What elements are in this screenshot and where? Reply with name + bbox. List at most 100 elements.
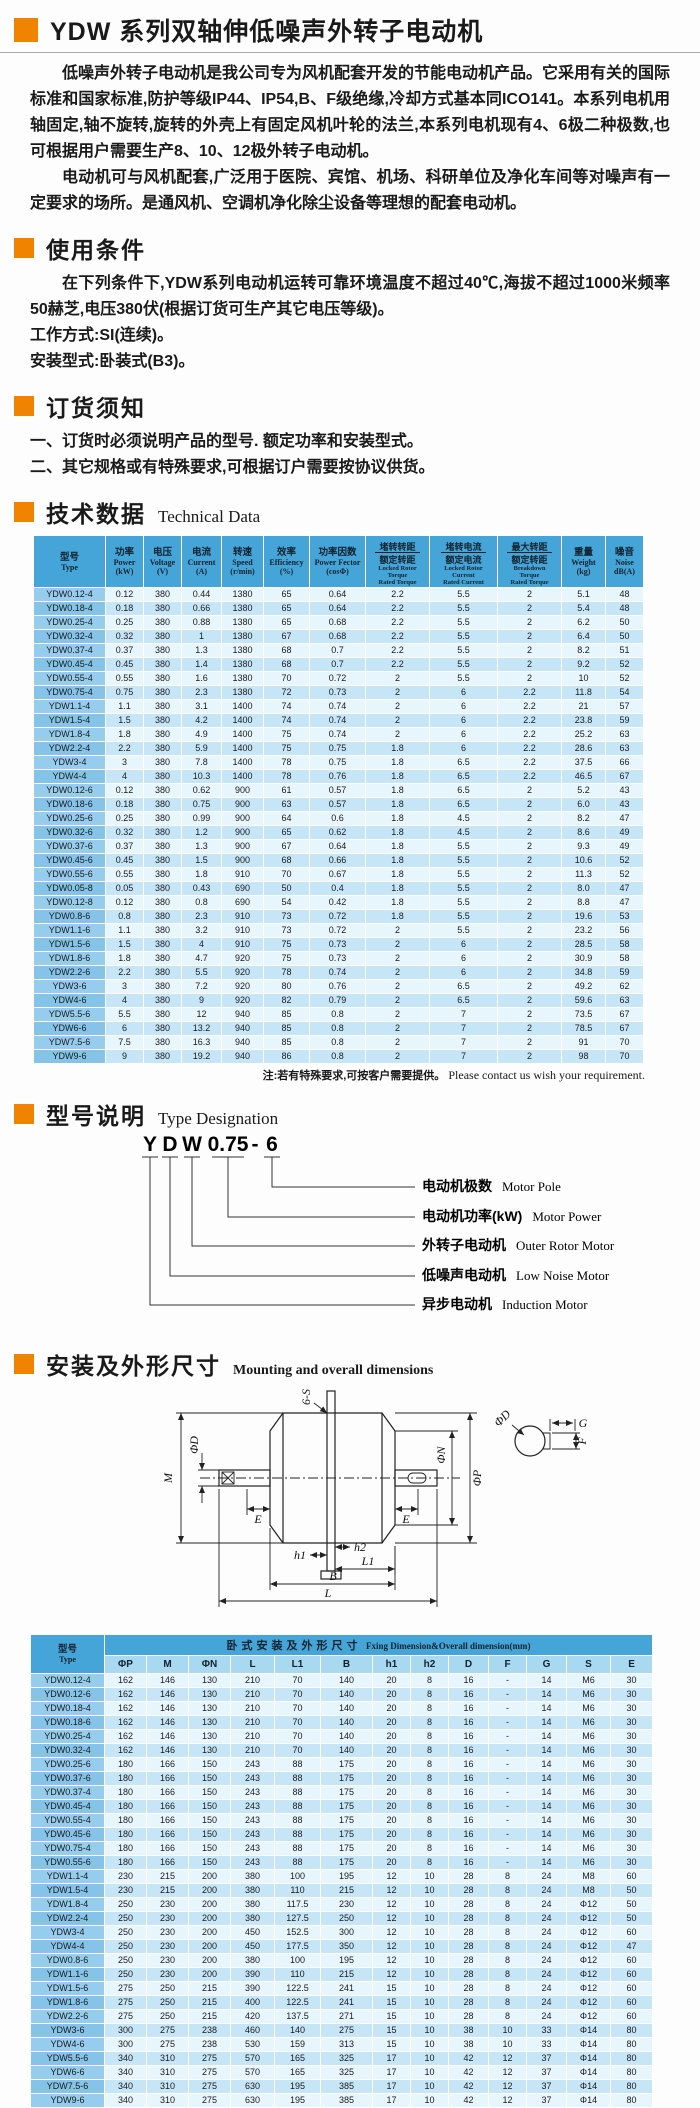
dim-label-phi-n: ΦN: [434, 1445, 448, 1463]
model-cell: YDW5.5-6: [33, 1007, 106, 1022]
value-cell: Φ12: [566, 1953, 611, 1968]
value-cell: M6: [566, 1757, 611, 1772]
value-cell: 137.5: [274, 2009, 321, 2024]
table-row: YDW1.5-6 275 250 215 390 122.5 241 15 10 28 8 24 Φ12…: [30, 1981, 654, 1996]
value-cell: 80: [609, 2037, 654, 2052]
value-cell: 20: [372, 1757, 411, 1772]
value-cell: 38: [448, 2023, 489, 2038]
dim-label-detail-phi-d: ΦD: [491, 1407, 514, 1430]
value-cell: 28: [448, 1897, 489, 1912]
section-title-zh: 安装及外形尺寸: [46, 1353, 221, 1379]
value-cell: 195: [274, 2093, 321, 2108]
value-cell: 63: [605, 741, 644, 756]
value-cell: 0.12: [105, 587, 144, 602]
col-weight: 重量 Weight (kg): [561, 535, 606, 588]
value-cell: 380: [143, 783, 182, 798]
model-cell: YDW0.05-8: [33, 881, 106, 896]
value-cell: 63: [605, 727, 644, 742]
value-cell: 4: [105, 993, 144, 1008]
value-cell: 380: [143, 923, 182, 938]
value-cell: 70: [274, 1729, 321, 1744]
value-cell: 34.8: [561, 965, 606, 980]
value-cell: 1400: [221, 713, 264, 728]
value-cell: 275: [104, 1981, 147, 1996]
value-cell: 10: [410, 1939, 449, 1954]
dim-label-6s: 6-S: [299, 1389, 313, 1405]
model-cell: YDW0.45-6: [33, 853, 106, 868]
value-cell: 380: [143, 657, 182, 672]
value-cell: 70: [274, 1701, 321, 1716]
lrt-en-1: Locked Rotor: [378, 565, 417, 572]
value-cell: -: [488, 1715, 527, 1730]
value-cell: 10: [410, 2079, 449, 2094]
value-cell: 48: [605, 587, 644, 602]
value-cell: 30: [609, 1757, 654, 1772]
value-cell: 1400: [221, 741, 264, 756]
value-cell: 33: [526, 2023, 567, 2038]
table-row: YDW2.2-6 275 250 215 420 137.5 271 15 10 28 8 24 Φ12…: [30, 2009, 654, 2024]
mounting-dimensions-table: 型号 Type 卧式安装及外形尺寸 Fxing Dimension&Overal…: [30, 1634, 654, 2108]
value-cell: 5.5: [105, 1007, 144, 1022]
model-cell: YDW1.5-6: [30, 1981, 105, 1996]
value-cell: 80: [609, 2023, 654, 2038]
value-cell: 140: [320, 1687, 373, 1702]
value-cell: 2: [365, 951, 430, 966]
value-cell: 43: [605, 797, 644, 812]
table-row: YDW1.5-6 1.5 380 4 910 75 0.73 2 6 2 28.5 58: [33, 937, 644, 952]
value-cell: 10: [410, 2009, 449, 2024]
value-cell: 28: [448, 1953, 489, 1968]
value-cell: 12: [372, 1883, 411, 1898]
value-cell: 1380: [221, 643, 264, 658]
value-cell: 275: [188, 2079, 231, 2094]
mounting-table-title-zh: 卧式安装及外形尺寸: [226, 1640, 362, 1652]
table-row: YDW4-4 250 230 200 450 177.5 350 12 10 28 8 24 Φ12 47: [30, 1939, 654, 1954]
section-ordering-notes-header: 订货须知: [14, 389, 700, 423]
table-row: YDW0.12-8 0.12 380 0.8 690 54 0.42 1.8 5.5 2 8.8 47: [33, 895, 644, 910]
value-cell: Φ12: [566, 1925, 611, 1940]
value-cell: 180: [104, 1841, 147, 1856]
value-cell: 140: [320, 1701, 373, 1716]
dim-col-header: B: [320, 1655, 373, 1674]
value-cell: 85: [263, 1021, 310, 1036]
value-cell: 16: [448, 1785, 489, 1800]
value-cell: 54: [605, 685, 644, 700]
value-cell: 2.2: [365, 643, 430, 658]
dim-label-g: G: [579, 1416, 588, 1430]
value-cell: 380: [143, 853, 182, 868]
value-cell: 8: [410, 1687, 449, 1702]
value-cell: 380: [143, 755, 182, 770]
value-cell: 1.8: [105, 951, 144, 966]
value-cell: 28: [448, 1967, 489, 1982]
value-cell: 74: [263, 699, 310, 714]
table-row: YDW0.25-6 180 166 150 243 88 175 20 8 16-14 M6 30: [30, 1757, 654, 1772]
model-cell: YDW0.37-6: [30, 1771, 105, 1786]
value-cell: 67: [263, 839, 310, 854]
table-row: YDW0.37-6 180 166 150 243 88 175 20 8 16-14 M6 30: [30, 1771, 654, 1786]
value-cell: 70: [605, 1049, 644, 1064]
value-cell: 70: [274, 1673, 321, 1688]
value-cell: 630: [230, 2079, 275, 2094]
value-cell: 8: [410, 1771, 449, 1786]
value-cell: 380: [143, 811, 182, 826]
value-cell: 230: [104, 1883, 147, 1898]
value-cell: 920: [221, 965, 264, 980]
value-cell: 1.1: [105, 923, 144, 938]
table-note: 注:若有特殊要求,可按客户需要提供。 Please contact us wis…: [0, 1067, 645, 1083]
value-cell: 210: [230, 1715, 275, 1730]
col-noise-en: Noise: [615, 558, 634, 567]
value-cell: 8: [410, 1841, 449, 1856]
value-cell: 146: [146, 1729, 189, 1744]
value-cell: 10: [410, 1911, 449, 1926]
bdt-denominator: 额定转距: [511, 555, 548, 565]
value-cell: 900: [221, 783, 264, 798]
value-cell: 2: [497, 881, 562, 896]
value-cell: 2: [497, 895, 562, 910]
value-cell: 238: [188, 2023, 231, 2038]
value-cell: 460: [230, 2023, 275, 2038]
model-cell: YDW0.37-4: [33, 643, 106, 658]
value-cell: 30: [609, 1841, 654, 1856]
value-cell: 9: [105, 1049, 144, 1064]
model-cell: YDW0.18-6: [30, 1715, 105, 1730]
value-cell: 0.75: [181, 797, 222, 812]
value-cell: 175: [320, 1799, 373, 1814]
